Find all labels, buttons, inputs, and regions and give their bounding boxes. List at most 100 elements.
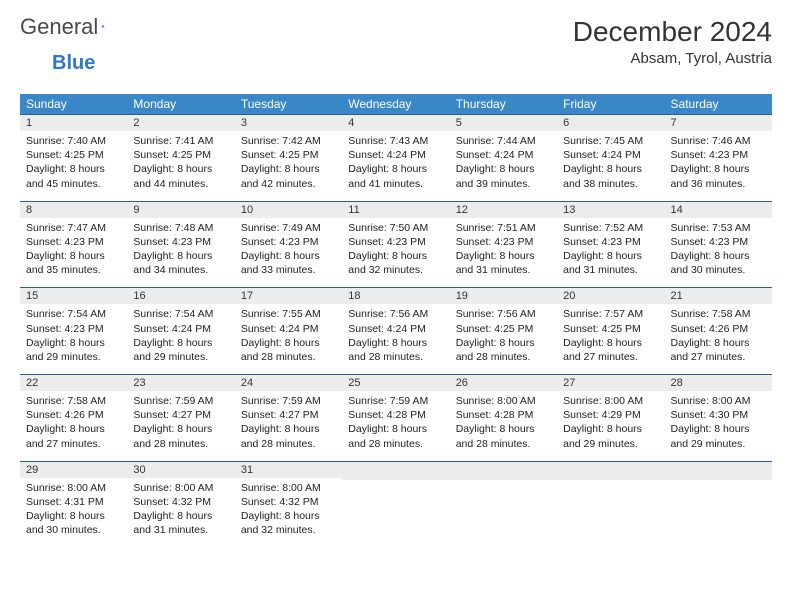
day-number: 31 xyxy=(235,461,342,478)
calendar-cell: 16Sunrise: 7:54 AMSunset: 4:24 PMDayligh… xyxy=(127,287,234,374)
calendar-cell: 27Sunrise: 8:00 AMSunset: 4:29 PMDayligh… xyxy=(557,374,664,461)
weekday-header: Saturday xyxy=(665,94,772,114)
day-number: 29 xyxy=(20,461,127,478)
calendar-cell: 25Sunrise: 7:59 AMSunset: 4:28 PMDayligh… xyxy=(342,374,449,461)
calendar-cell: 14Sunrise: 7:53 AMSunset: 4:23 PMDayligh… xyxy=(665,201,772,288)
day-number: 20 xyxy=(557,287,664,304)
calendar-week-row: 29Sunrise: 8:00 AMSunset: 4:31 PMDayligh… xyxy=(20,461,772,548)
day-number: 10 xyxy=(235,201,342,218)
day-details: Sunrise: 7:59 AMSunset: 4:27 PMDaylight:… xyxy=(235,391,342,461)
weekday-header: Wednesday xyxy=(342,94,449,114)
calendar-cell: 19Sunrise: 7:56 AMSunset: 4:25 PMDayligh… xyxy=(450,287,557,374)
day-details: Sunrise: 7:58 AMSunset: 4:26 PMDaylight:… xyxy=(20,391,127,461)
day-details: Sunrise: 7:54 AMSunset: 4:24 PMDaylight:… xyxy=(127,304,234,374)
calendar-body: 1Sunrise: 7:40 AMSunset: 4:25 PMDaylight… xyxy=(20,114,772,547)
day-details-empty xyxy=(665,480,772,547)
day-number: 14 xyxy=(665,201,772,218)
calendar-cell: 3Sunrise: 7:42 AMSunset: 4:25 PMDaylight… xyxy=(235,114,342,201)
day-number: 15 xyxy=(20,287,127,304)
day-number: 22 xyxy=(20,374,127,391)
calendar-cell: 31Sunrise: 8:00 AMSunset: 4:32 PMDayligh… xyxy=(235,461,342,548)
calendar-cell: 4Sunrise: 7:43 AMSunset: 4:24 PMDaylight… xyxy=(342,114,449,201)
calendar-cell: 1Sunrise: 7:40 AMSunset: 4:25 PMDaylight… xyxy=(20,114,127,201)
day-details: Sunrise: 8:00 AMSunset: 4:31 PMDaylight:… xyxy=(20,478,127,548)
day-number-empty xyxy=(665,461,772,480)
day-details: Sunrise: 7:44 AMSunset: 4:24 PMDaylight:… xyxy=(450,131,557,201)
page-title: December 2024 xyxy=(573,16,772,48)
day-number: 13 xyxy=(557,201,664,218)
calendar-cell: 11Sunrise: 7:50 AMSunset: 4:23 PMDayligh… xyxy=(342,201,449,288)
day-details-empty xyxy=(450,480,557,547)
day-number: 12 xyxy=(450,201,557,218)
day-details: Sunrise: 8:00 AMSunset: 4:30 PMDaylight:… xyxy=(665,391,772,461)
day-number: 5 xyxy=(450,114,557,131)
calendar-cell: 21Sunrise: 7:58 AMSunset: 4:26 PMDayligh… xyxy=(665,287,772,374)
day-details: Sunrise: 7:49 AMSunset: 4:23 PMDaylight:… xyxy=(235,218,342,288)
calendar-cell: 23Sunrise: 7:59 AMSunset: 4:27 PMDayligh… xyxy=(127,374,234,461)
day-details: Sunrise: 7:51 AMSunset: 4:23 PMDaylight:… xyxy=(450,218,557,288)
day-details: Sunrise: 7:41 AMSunset: 4:25 PMDaylight:… xyxy=(127,131,234,201)
day-details: Sunrise: 7:59 AMSunset: 4:27 PMDaylight:… xyxy=(127,391,234,461)
weekday-header: Monday xyxy=(127,94,234,114)
day-details: Sunrise: 8:00 AMSunset: 4:28 PMDaylight:… xyxy=(450,391,557,461)
calendar-cell: 6Sunrise: 7:45 AMSunset: 4:24 PMDaylight… xyxy=(557,114,664,201)
calendar-cell: 17Sunrise: 7:55 AMSunset: 4:24 PMDayligh… xyxy=(235,287,342,374)
calendar-cell: 28Sunrise: 8:00 AMSunset: 4:30 PMDayligh… xyxy=(665,374,772,461)
day-number: 9 xyxy=(127,201,234,218)
calendar-cell: 30Sunrise: 8:00 AMSunset: 4:32 PMDayligh… xyxy=(127,461,234,548)
day-details: Sunrise: 7:55 AMSunset: 4:24 PMDaylight:… xyxy=(235,304,342,374)
day-number: 16 xyxy=(127,287,234,304)
day-number: 8 xyxy=(20,201,127,218)
calendar-cell: 9Sunrise: 7:48 AMSunset: 4:23 PMDaylight… xyxy=(127,201,234,288)
day-details: Sunrise: 7:45 AMSunset: 4:24 PMDaylight:… xyxy=(557,131,664,201)
calendar-week-row: 1Sunrise: 7:40 AMSunset: 4:25 PMDaylight… xyxy=(20,114,772,201)
day-number: 2 xyxy=(127,114,234,131)
calendar-week-row: 8Sunrise: 7:47 AMSunset: 4:23 PMDaylight… xyxy=(20,201,772,288)
day-number: 21 xyxy=(665,287,772,304)
logo: General xyxy=(20,16,125,38)
day-number: 24 xyxy=(235,374,342,391)
day-number: 25 xyxy=(342,374,449,391)
day-details: Sunrise: 7:46 AMSunset: 4:23 PMDaylight:… xyxy=(665,131,772,201)
day-number: 11 xyxy=(342,201,449,218)
day-details: Sunrise: 7:40 AMSunset: 4:25 PMDaylight:… xyxy=(20,131,127,201)
logo-word-blue: Blue xyxy=(52,52,95,74)
calendar-week-row: 15Sunrise: 7:54 AMSunset: 4:23 PMDayligh… xyxy=(20,287,772,374)
calendar-cell: 10Sunrise: 7:49 AMSunset: 4:23 PMDayligh… xyxy=(235,201,342,288)
day-details-empty xyxy=(342,480,449,547)
calendar-cell: 2Sunrise: 7:41 AMSunset: 4:25 PMDaylight… xyxy=(127,114,234,201)
day-details: Sunrise: 7:58 AMSunset: 4:26 PMDaylight:… xyxy=(665,304,772,374)
weekday-header: Sunday xyxy=(20,94,127,114)
calendar-cell: 13Sunrise: 7:52 AMSunset: 4:23 PMDayligh… xyxy=(557,201,664,288)
calendar-table: SundayMondayTuesdayWednesdayThursdayFrid… xyxy=(20,94,772,547)
calendar-cell: 26Sunrise: 8:00 AMSunset: 4:28 PMDayligh… xyxy=(450,374,557,461)
day-number: 23 xyxy=(127,374,234,391)
calendar-cell xyxy=(557,461,664,548)
calendar-cell: 5Sunrise: 7:44 AMSunset: 4:24 PMDaylight… xyxy=(450,114,557,201)
logo-sail-icon xyxy=(101,17,105,35)
calendar-cell: 12Sunrise: 7:51 AMSunset: 4:23 PMDayligh… xyxy=(450,201,557,288)
day-details: Sunrise: 7:47 AMSunset: 4:23 PMDaylight:… xyxy=(20,218,127,288)
day-details: Sunrise: 8:00 AMSunset: 4:32 PMDaylight:… xyxy=(235,478,342,548)
weekday-header: Friday xyxy=(557,94,664,114)
day-number: 28 xyxy=(665,374,772,391)
calendar-cell xyxy=(665,461,772,548)
weekday-header: Tuesday xyxy=(235,94,342,114)
day-details: Sunrise: 7:57 AMSunset: 4:25 PMDaylight:… xyxy=(557,304,664,374)
day-details: Sunrise: 7:42 AMSunset: 4:25 PMDaylight:… xyxy=(235,131,342,201)
calendar-cell xyxy=(450,461,557,548)
day-number: 19 xyxy=(450,287,557,304)
calendar-cell: 29Sunrise: 8:00 AMSunset: 4:31 PMDayligh… xyxy=(20,461,127,548)
day-details-empty xyxy=(557,480,664,547)
day-details: Sunrise: 7:52 AMSunset: 4:23 PMDaylight:… xyxy=(557,218,664,288)
weekday-header-row: SundayMondayTuesdayWednesdayThursdayFrid… xyxy=(20,94,772,114)
day-details: Sunrise: 7:43 AMSunset: 4:24 PMDaylight:… xyxy=(342,131,449,201)
calendar-cell: 15Sunrise: 7:54 AMSunset: 4:23 PMDayligh… xyxy=(20,287,127,374)
day-details: Sunrise: 7:56 AMSunset: 4:25 PMDaylight:… xyxy=(450,304,557,374)
calendar-cell: 20Sunrise: 7:57 AMSunset: 4:25 PMDayligh… xyxy=(557,287,664,374)
day-number: 7 xyxy=(665,114,772,131)
day-number: 27 xyxy=(557,374,664,391)
day-number-empty xyxy=(557,461,664,480)
calendar-cell: 8Sunrise: 7:47 AMSunset: 4:23 PMDaylight… xyxy=(20,201,127,288)
day-details: Sunrise: 7:48 AMSunset: 4:23 PMDaylight:… xyxy=(127,218,234,288)
